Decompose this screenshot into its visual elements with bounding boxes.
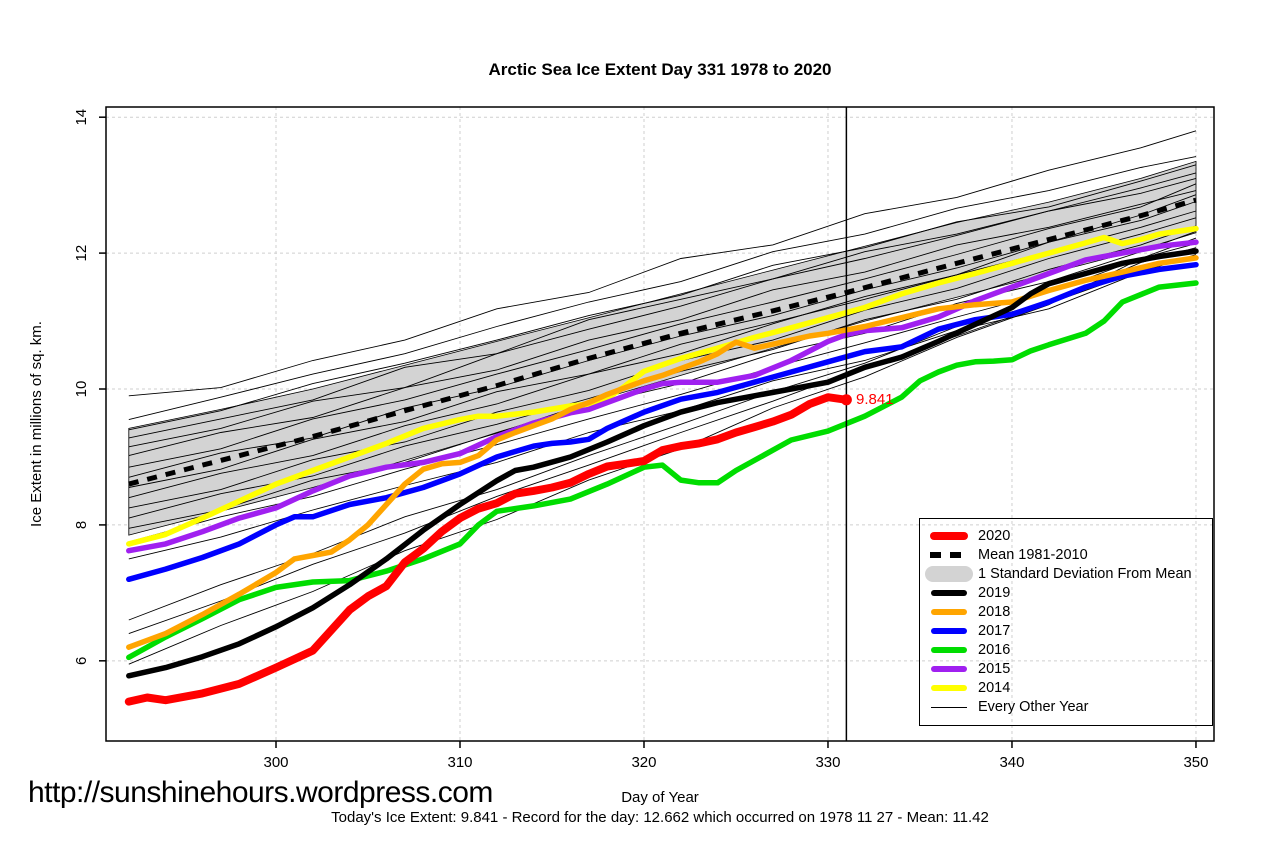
legend-item-label: 2014 [978, 680, 1011, 697]
every-other-year-line [128, 130, 1197, 397]
every-other-year-line [128, 164, 1197, 431]
series-2019-line [126, 248, 1199, 679]
site-url[interactable]: http://sunshinehours.wordpress.com [28, 776, 493, 809]
legend-item: 2016 [920, 641, 1212, 660]
legend-item: 2018 [920, 602, 1212, 621]
legend-swatch-line [931, 589, 967, 596]
x-tick-label: 350 [1183, 754, 1208, 771]
x-tick-label: 310 [447, 754, 472, 771]
legend-swatch-line [931, 647, 967, 654]
y-tick-label: 8 [73, 521, 90, 529]
legend-item-label: 2017 [978, 623, 1011, 640]
legend-item-label: 2018 [978, 603, 1011, 620]
legend-item-label: Every Other Year [978, 699, 1089, 716]
y-tick-label: 14 [73, 109, 90, 126]
legend-item-label: 2016 [978, 642, 1011, 659]
plot-border [105, 106, 1215, 742]
y-tick-label: 10 [73, 381, 90, 398]
series-2020-line [124, 393, 851, 706]
y-axis-title: Ice Extent in millions of sq. km. [28, 321, 45, 527]
x-tick-label: 330 [815, 754, 840, 771]
legend-item: 2014 [920, 679, 1212, 698]
y-tick-label: 12 [73, 245, 90, 262]
x-tick-label: 320 [631, 754, 656, 771]
every-other-year-line [128, 156, 1197, 421]
every-other-year-line [128, 194, 1197, 499]
legend-item: 1 Standard Deviation From Mean [920, 564, 1212, 583]
legend-swatch-line [931, 608, 967, 615]
legend-swatch-thick-line [930, 531, 968, 540]
legend-item: Every Other Year [920, 698, 1212, 717]
legend-item: Mean 1981-2010 [920, 545, 1212, 564]
current-extent-label: 9.841 [856, 391, 894, 408]
legend-box: 2020 Mean 1981-2010 1 Standard Deviation… [919, 518, 1213, 726]
legend-item: 2019 [920, 583, 1212, 602]
series-2015-line [126, 239, 1199, 554]
legend-swatch-line [931, 628, 967, 635]
x-tick-label: 340 [999, 754, 1024, 771]
legend-item-label: 1 Standard Deviation From Mean [978, 565, 1192, 582]
legend-item: 2020 [920, 526, 1212, 545]
legend-item-label: 2019 [978, 584, 1011, 601]
series-2014-line [126, 225, 1199, 547]
legend-swatch-dashed-line [930, 551, 968, 558]
x-axis-title: Day of Year [621, 789, 699, 806]
footer-info: Today's Ice Extent: 9.841 - Record for t… [331, 809, 989, 826]
every-other-year-line [128, 172, 1197, 448]
legend-swatch-line [931, 666, 967, 673]
current-extent-dot [840, 394, 852, 406]
chart-title: Arctic Sea Ice Extent Day 331 1978 to 20… [488, 60, 832, 79]
legend-item-label: 2020 [978, 527, 1011, 544]
every-other-year-line [128, 183, 1197, 468]
legend-item-label: Mean 1981-2010 [978, 546, 1088, 563]
legend-swatch-line [931, 685, 967, 692]
every-other-year-line [128, 190, 1197, 457]
x-tick-label: 300 [263, 754, 288, 771]
y-tick-label: 6 [73, 657, 90, 665]
series-2018-line [126, 255, 1199, 650]
legend-item-label: 2015 [978, 661, 1011, 678]
mean-line [128, 197, 1197, 487]
legend-item: 2015 [920, 660, 1212, 679]
legend-swatch-band [925, 565, 973, 582]
legend-item: 2017 [920, 621, 1212, 640]
legend-swatch-thin-line [931, 706, 967, 709]
